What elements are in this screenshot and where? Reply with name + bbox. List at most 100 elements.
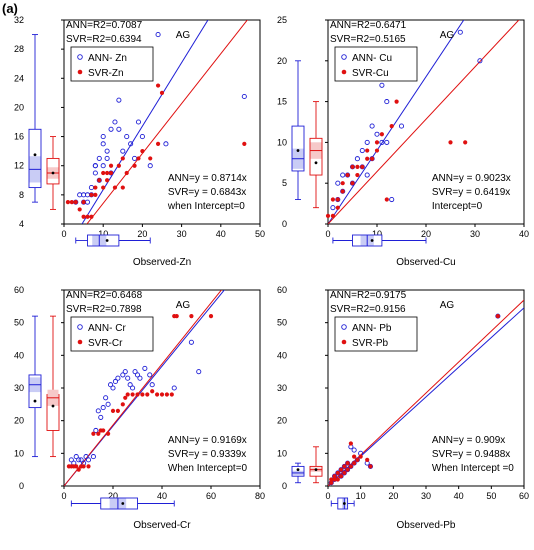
data-point-ann (122, 369, 128, 375)
y-tick-label: 50 (277, 318, 287, 328)
data-point-svr (155, 392, 160, 397)
boxplot-mean (51, 404, 55, 408)
x-tick-label: 20 (137, 229, 147, 239)
data-point-ann (379, 82, 385, 88)
data-point-ann (364, 139, 370, 145)
legend-marker-ann (77, 54, 83, 60)
data-point-svr (77, 207, 82, 212)
x-tick-label: 20 (108, 491, 118, 501)
equation-label: ANN=y = 0.8714x (168, 173, 247, 184)
boxplot-mean (105, 239, 109, 242)
boxplot-mean (296, 149, 300, 152)
data-point-svr (374, 148, 380, 153)
data-point-svr (76, 467, 81, 472)
data-point-svr (360, 164, 365, 169)
data-point-svr (108, 163, 114, 168)
legend-label-svr: SVR-Pb (352, 338, 389, 349)
legend-box (70, 46, 154, 82)
data-point-ann (128, 141, 134, 147)
data-point-ann (354, 156, 360, 162)
data-point-svr (101, 428, 106, 433)
data-point-ann (142, 365, 148, 371)
data-point-svr (106, 431, 111, 436)
data-point-ann (330, 205, 336, 211)
data-point-svr (96, 431, 101, 436)
legend-box (334, 46, 418, 82)
data-point-svr (338, 474, 344, 479)
data-point-ann (188, 339, 194, 345)
data-point-ann (135, 119, 142, 125)
data-point-svr (342, 470, 347, 476)
data-point-svr (93, 192, 98, 197)
data-point-svr (74, 464, 79, 469)
x-tick-label: 0 (325, 229, 330, 239)
data-point-svr (495, 314, 500, 319)
data-point-svr (329, 477, 334, 482)
data-point-svr (140, 149, 145, 154)
ann-r2-label: ANN=R2=0.7087 (66, 20, 143, 31)
data-point-ann (85, 457, 92, 463)
data-point-svr (105, 170, 110, 176)
legend-marker-svr (341, 339, 347, 345)
legend-label-svr: SVR-Zn (88, 68, 124, 79)
y-tick-label: 30 (14, 383, 24, 393)
boxplot-x-observed (70, 497, 175, 510)
ann-r2-label: ANN=R2=0.6471 (330, 20, 407, 31)
data-point-svr (352, 461, 357, 466)
data-point-svr (159, 90, 165, 95)
data-point-ann (100, 405, 106, 411)
data-point-svr (463, 140, 468, 145)
data-point-svr (325, 213, 331, 218)
data-point-svr (208, 314, 214, 319)
legend-marker-ann (77, 324, 83, 330)
panel-cr: 0 20 40 60 80 0 10 20 30 40 50 60 Observed-Cr ANN=R2=… (14, 285, 265, 531)
data-point-ann (196, 369, 202, 375)
data-point-ann (116, 126, 122, 132)
data-point-svr (155, 141, 161, 146)
y-tick-label: 5 (282, 178, 287, 188)
data-point-ann (68, 457, 74, 463)
legend-marker-ann (341, 54, 347, 60)
data-point-svr (120, 402, 125, 407)
data-point-svr (394, 99, 399, 104)
data-point-ann (100, 134, 106, 140)
data-point-ann (340, 172, 346, 178)
data-point-ann (379, 139, 385, 145)
y-tick-label: 8 (19, 190, 24, 200)
x-tick-label: 50 (255, 229, 265, 239)
data-point-svr (130, 392, 135, 397)
data-point-svr (365, 457, 370, 462)
boxplot-mean (314, 468, 318, 472)
y-tick-label: 0 (282, 481, 287, 491)
data-point-svr (105, 178, 110, 183)
data-point-ann (90, 454, 96, 460)
data-point-svr (335, 470, 340, 476)
legend-marker-svr (77, 339, 83, 345)
data-point-ann (93, 427, 99, 434)
x-tick-label: 0 (61, 491, 66, 501)
legend-label-svr: SVR-Cu (352, 68, 389, 79)
data-point-ann (98, 414, 104, 420)
boxplot-y-svr (46, 315, 60, 458)
y-tick-label: 60 (14, 285, 24, 295)
x-tick-label: 10 (98, 229, 108, 239)
data-point-svr (330, 213, 335, 218)
data-point-ann (92, 163, 98, 169)
data-point-ann (108, 382, 114, 388)
fit-line-svr (64, 290, 223, 486)
data-point-svr (355, 457, 360, 462)
data-point-svr (352, 454, 357, 459)
data-point-ann (127, 382, 133, 388)
data-point-ann (341, 463, 347, 469)
data-point-ann (163, 141, 169, 147)
data-point-svr (116, 163, 121, 168)
data-point-ann (457, 29, 463, 35)
y-tick-label: 20 (277, 56, 287, 66)
equation-label: SVR=y = 0.9488x (432, 449, 510, 460)
data-point-ann (477, 58, 483, 64)
data-point-ann (147, 163, 153, 169)
x-axis-label: Observed-Zn (133, 257, 191, 268)
y-tick-label: 28 (14, 44, 24, 54)
boxplot-mean (51, 171, 55, 175)
y-tick-label: 24 (14, 73, 24, 83)
